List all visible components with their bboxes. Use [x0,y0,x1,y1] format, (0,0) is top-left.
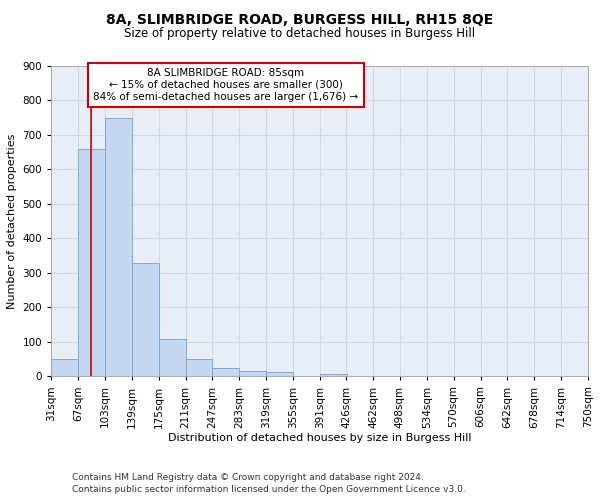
X-axis label: Distribution of detached houses by size in Burgess Hill: Distribution of detached houses by size … [168,433,472,443]
Bar [158,340,185,376]
Text: Contains HM Land Registry data © Crown copyright and database right 2024.: Contains HM Land Registry data © Crown c… [72,472,424,482]
Bar [51,359,78,376]
Bar [132,262,158,376]
Text: Contains public sector information licensed under the Open Government Licence v3: Contains public sector information licen… [72,485,466,494]
Y-axis label: Number of detached properties: Number of detached properties [7,134,17,309]
Bar [320,374,347,376]
Text: 8A SLIMBRIDGE ROAD: 85sqm
← 15% of detached houses are smaller (300)
84% of semi: 8A SLIMBRIDGE ROAD: 85sqm ← 15% of detac… [94,68,358,102]
Bar [185,359,212,376]
Bar [78,148,105,376]
Text: 8A, SLIMBRIDGE ROAD, BURGESS HILL, RH15 8QE: 8A, SLIMBRIDGE ROAD, BURGESS HILL, RH15 … [106,12,494,26]
Bar [239,371,266,376]
Bar [212,368,239,376]
Bar [266,372,293,376]
Bar [105,118,132,376]
Text: Size of property relative to detached houses in Burgess Hill: Size of property relative to detached ho… [124,28,476,40]
